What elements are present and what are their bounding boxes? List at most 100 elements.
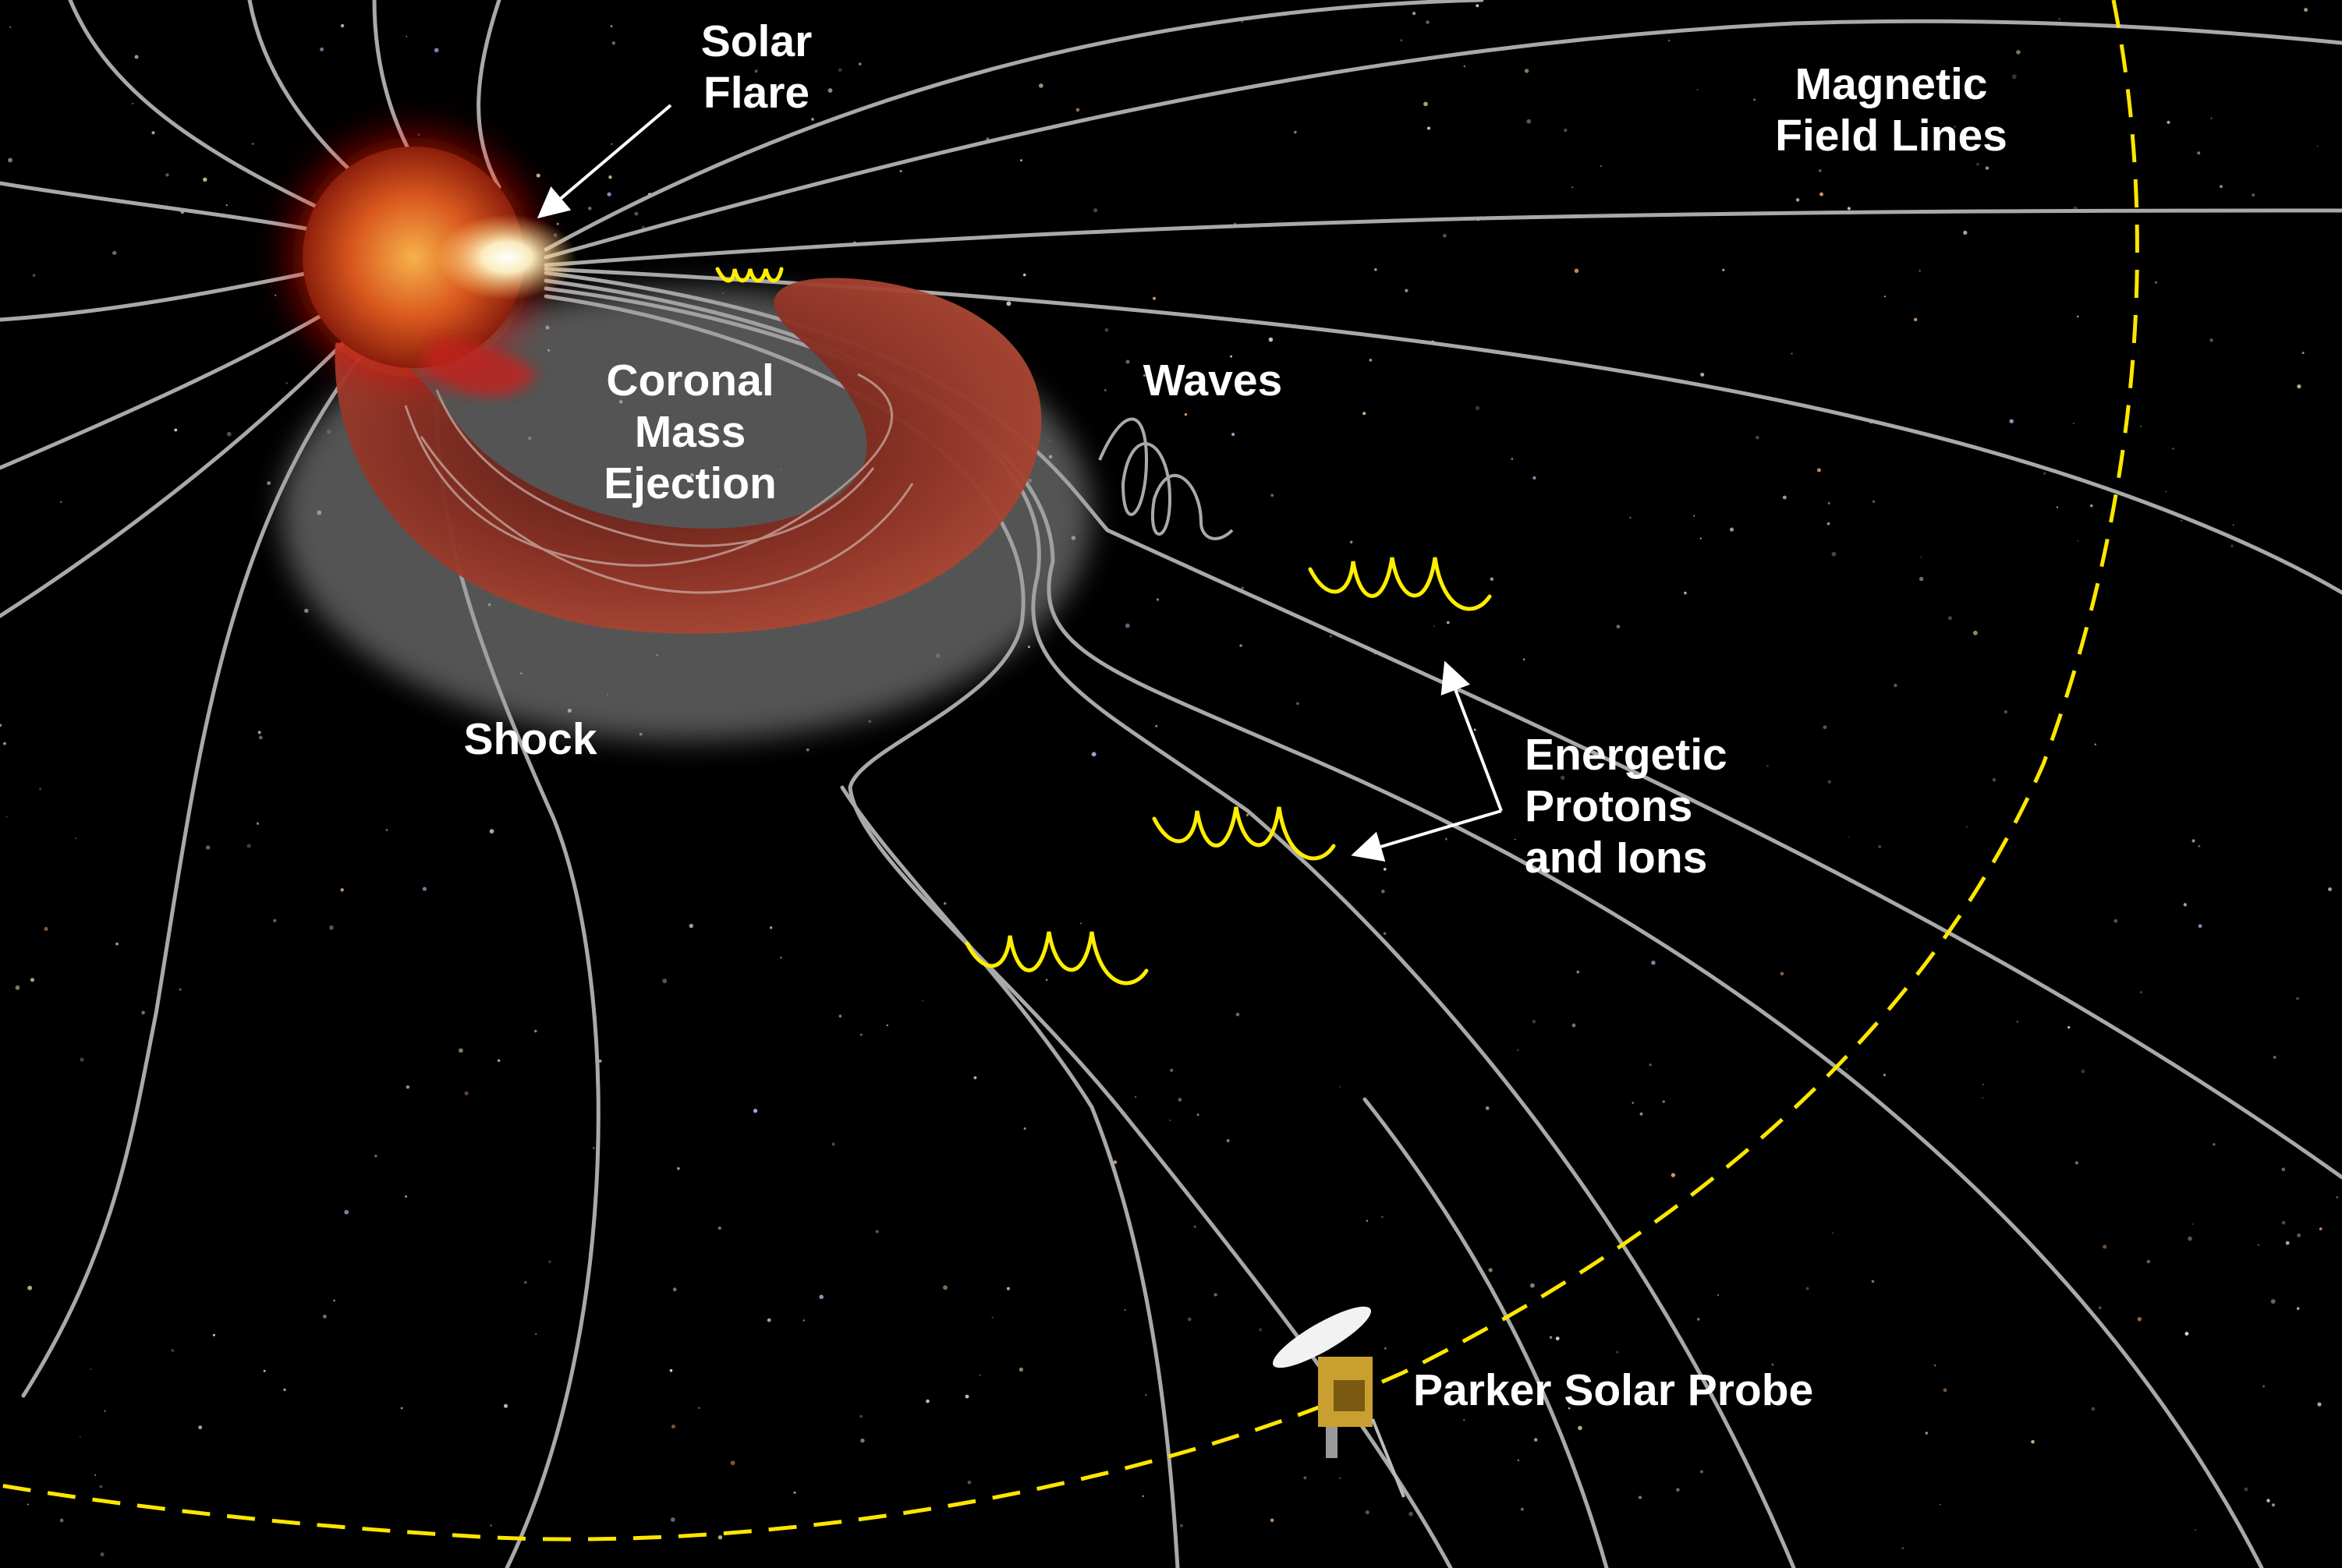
star [1170,1068,1174,1072]
star [2067,1026,2071,1029]
star [2317,1402,2322,1407]
star [1488,1268,1493,1272]
star [1780,972,1784,976]
star [32,274,36,278]
star [2140,425,2142,427]
star [79,1435,81,1438]
star [1231,433,1235,437]
star [611,41,616,45]
star [943,1285,948,1290]
star [1405,288,1408,292]
star [1381,1216,1384,1219]
star [1514,838,1516,841]
star [2089,504,2093,508]
star [1573,754,1578,759]
star [592,1146,595,1149]
star [1381,890,1385,894]
star [1913,317,1918,322]
star [464,1091,469,1095]
star [27,1503,30,1506]
star [827,88,833,93]
star [94,1474,97,1477]
star [965,1394,969,1399]
star [1700,372,1705,377]
star [1901,1547,1904,1549]
star [2210,117,2213,119]
star [2172,447,2175,450]
star [1576,970,1580,974]
star [2301,352,2305,354]
star [212,1333,215,1336]
energetic-protons-ions-label: Energetic Protons and Ions [1525,730,1727,883]
star [406,1085,410,1089]
star [1976,162,1979,166]
star [2056,506,2059,508]
star [2285,1241,2290,1245]
star [1270,1518,1274,1523]
star [1485,1106,1489,1110]
star [256,822,260,825]
star [174,428,178,432]
star [1883,296,1886,298]
star [1520,1507,1524,1511]
star [374,1154,377,1158]
star [991,1316,994,1318]
star [1184,412,1188,416]
star [1966,826,1968,828]
star [2209,338,2213,342]
star [1426,126,1431,130]
star [2155,281,2157,284]
star [1135,1096,1137,1098]
star [1365,1510,1369,1515]
star [1143,374,1146,377]
star [831,1142,835,1146]
star [886,1024,888,1027]
star [2319,1227,2323,1230]
star [1383,932,1387,936]
star [2198,844,2201,848]
star [8,158,12,163]
star [859,1033,863,1036]
star [1180,1524,1183,1527]
star [0,724,2,727]
star [806,748,810,752]
star [672,1287,677,1292]
star [9,26,12,28]
star [634,211,639,216]
star [104,1410,106,1412]
star [1178,1098,1182,1102]
star [610,25,613,28]
star [2113,919,2118,923]
star [1560,775,1565,780]
star [2099,1306,2102,1309]
star [285,382,289,384]
star [2336,1196,2339,1199]
solar-flare-burst [437,214,577,300]
star [1920,556,1922,558]
star [1369,359,1373,362]
star [1522,658,1525,661]
star [1349,540,1353,543]
star [151,131,155,135]
star [1805,1287,1809,1290]
star [1848,836,1850,838]
star [1632,1102,1634,1104]
star [2281,1167,2286,1172]
star [926,1399,930,1403]
star [2031,1439,2035,1444]
star [1823,725,1827,730]
star [1847,207,1851,211]
star [973,1076,977,1080]
star [607,192,611,196]
star [1433,625,1435,627]
star [1533,1438,1538,1442]
star [1124,1308,1126,1311]
star [524,1281,527,1284]
star [1241,21,1243,23]
star [1818,169,1822,172]
star [2270,1299,2276,1304]
star [80,1057,84,1062]
star [1444,837,1447,841]
star [328,925,334,930]
star [2011,74,2017,80]
